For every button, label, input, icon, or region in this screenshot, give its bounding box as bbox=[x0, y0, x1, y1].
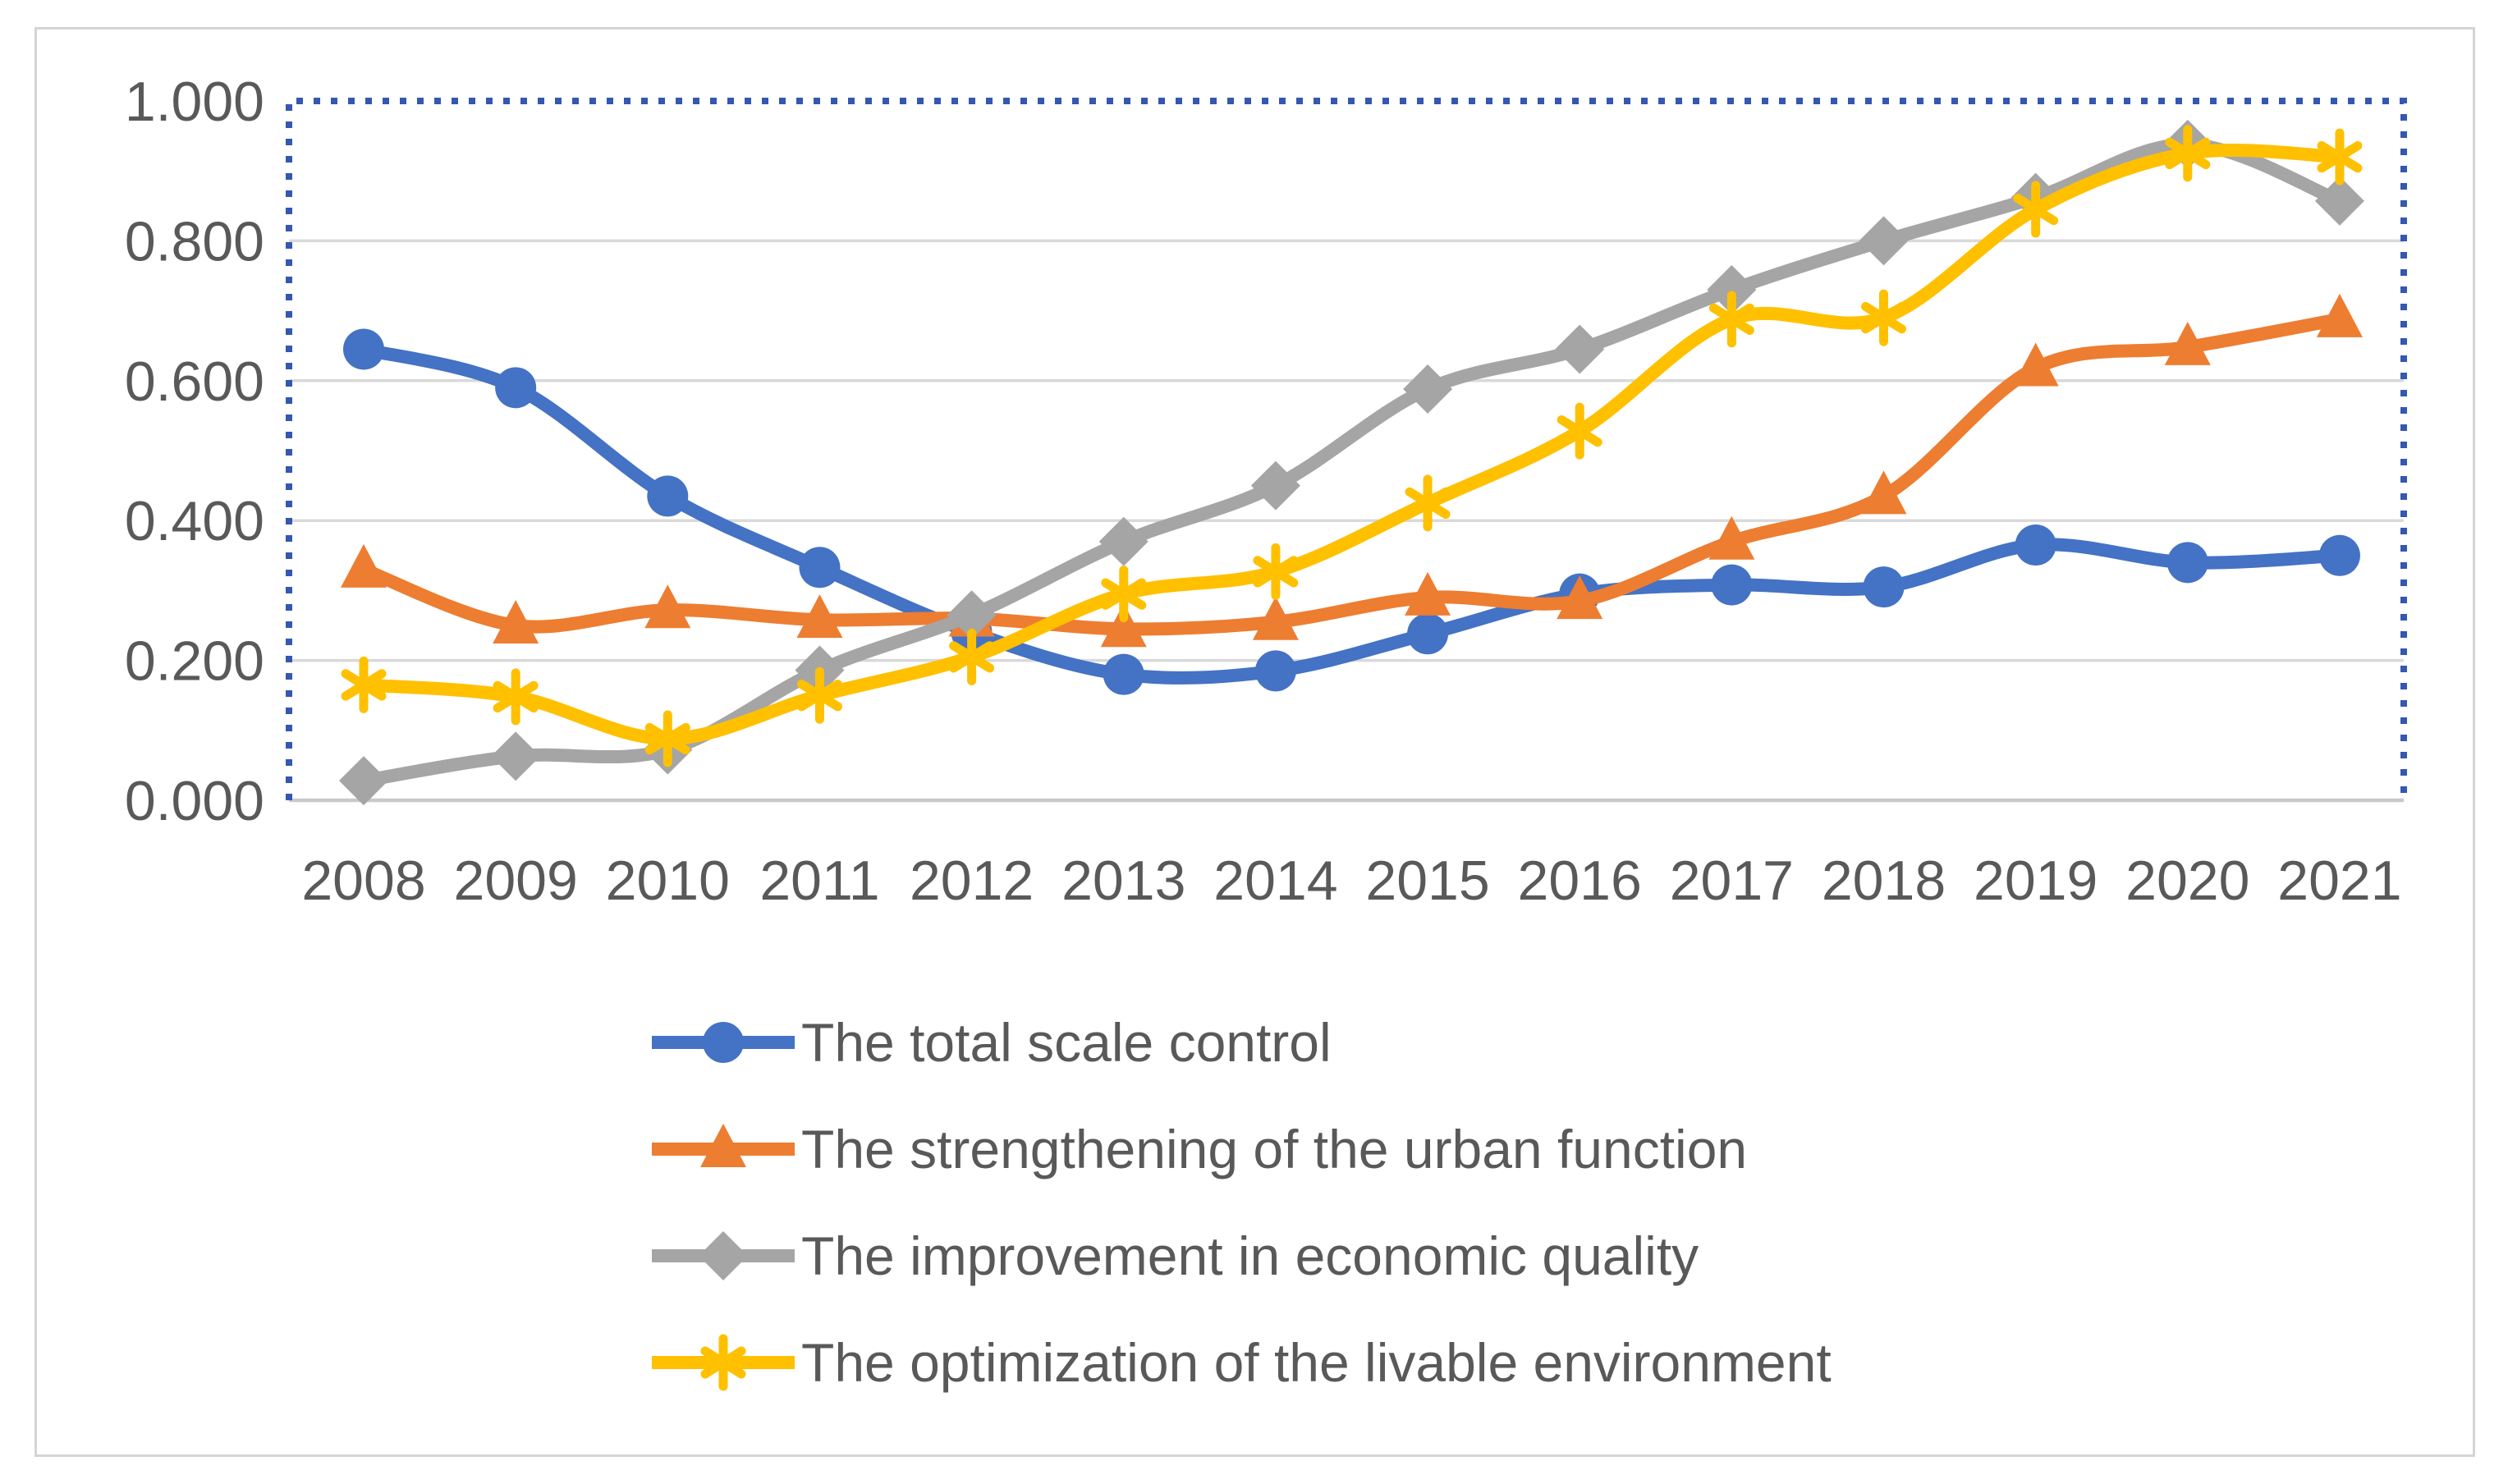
marker-asterisk-2016 bbox=[1557, 402, 1602, 460]
x-tick-label: 2017 bbox=[1670, 850, 1794, 912]
x-tick-label: 2010 bbox=[606, 850, 730, 912]
x-tick-label: 2011 bbox=[759, 850, 879, 912]
marker-asterisk-2018 bbox=[1861, 289, 1906, 346]
legend-label: The optimization of the livable environm… bbox=[801, 1332, 1832, 1393]
marker-triangle-2010 bbox=[644, 584, 691, 629]
marker-circle-2014 bbox=[1254, 650, 1296, 692]
marker-circle-2018 bbox=[1863, 566, 1905, 608]
y-tick-label: 0.600 bbox=[125, 350, 264, 413]
marker-circle-2013 bbox=[1103, 653, 1144, 695]
legend-circle-swatch-icon bbox=[652, 1022, 795, 1063]
legend: The total scale control The strengthening… bbox=[645, 989, 1832, 1416]
marker-circle-2021 bbox=[2318, 534, 2360, 576]
marker-circle-2020 bbox=[2166, 542, 2208, 584]
marker-asterisk-2019 bbox=[2013, 181, 2059, 238]
marker-triangle-2009 bbox=[493, 600, 539, 644]
x-tick-label: 2021 bbox=[2277, 850, 2401, 912]
legend-asterisk-swatch-icon bbox=[652, 1334, 795, 1391]
series-line-1 bbox=[357, 312, 2346, 636]
marker-triangle-2017 bbox=[1708, 515, 1755, 560]
x-tick-label: 2012 bbox=[910, 850, 1034, 912]
legend-triangle-swatch-icon bbox=[652, 1124, 795, 1167]
legend-triangle-marker-icon bbox=[700, 1124, 746, 1167]
marker-asterisk-2012 bbox=[949, 628, 995, 685]
figure-border bbox=[34, 27, 2475, 1457]
legend-item: The strengthening of the urban function bbox=[645, 1096, 1832, 1202]
x-tick-label: 2018 bbox=[1822, 850, 1946, 912]
marker-asterisk-2010 bbox=[644, 710, 690, 767]
legend-diamond-swatch-icon bbox=[652, 1231, 795, 1280]
marker-asterisk-2020 bbox=[2165, 125, 2211, 182]
x-tick-label: 2014 bbox=[1213, 850, 1337, 912]
x-tick-label: 2020 bbox=[2125, 850, 2249, 912]
marker-diamond-2013 bbox=[1098, 516, 1149, 566]
x-tick-label: 2013 bbox=[1061, 850, 1185, 912]
marker-circle-2010 bbox=[647, 475, 689, 517]
marker-asterisk-2008 bbox=[341, 656, 387, 713]
marker-triangle-2018 bbox=[1860, 470, 1907, 515]
marker-circle-2017 bbox=[1711, 564, 1753, 606]
y-tick-label: 0.000 bbox=[125, 770, 264, 832]
marker-diamond-2021 bbox=[2314, 176, 2364, 226]
x-tick-label: 2015 bbox=[1365, 850, 1489, 912]
marker-diamond-2018 bbox=[1859, 216, 1909, 266]
marker-triangle-2011 bbox=[796, 594, 843, 639]
marker-diamond-2012 bbox=[947, 590, 997, 640]
marker-asterisk-2011 bbox=[796, 666, 842, 724]
marker-asterisk-2021 bbox=[2317, 128, 2363, 186]
legend-label: The improvement in economic quality bbox=[801, 1225, 1699, 1286]
marker-triangle-2021 bbox=[2316, 293, 2363, 337]
marker-diamond-2008 bbox=[339, 756, 388, 806]
marker-circle-2015 bbox=[1407, 613, 1449, 655]
marker-asterisk-2009 bbox=[493, 668, 539, 726]
plot-selection-border bbox=[286, 98, 2407, 800]
legend-asterisk-marker-icon bbox=[700, 1334, 746, 1391]
marker-circle-2019 bbox=[2015, 524, 2056, 566]
legend-label: The strengthening of the urban function bbox=[801, 1119, 1748, 1179]
legend-label: The total scale control bbox=[801, 1012, 1332, 1073]
marker-diamond-2009 bbox=[491, 731, 541, 781]
marker-triangle-2016 bbox=[1557, 575, 1603, 620]
marker-diamond-2017 bbox=[1707, 265, 1757, 315]
x-tick-label: 2008 bbox=[301, 850, 425, 912]
marker-asterisk-2017 bbox=[1708, 291, 1754, 348]
y-tick-label: 0.400 bbox=[125, 490, 264, 552]
y-tick-label: 1.000 bbox=[125, 71, 264, 133]
marker-triangle-2019 bbox=[2012, 342, 2059, 387]
x-tick-label: 2016 bbox=[1518, 850, 1642, 912]
marker-circle-2008 bbox=[343, 328, 384, 370]
marker-asterisk-2014 bbox=[1253, 543, 1299, 600]
x-tick-label: 2009 bbox=[454, 850, 578, 912]
marker-diamond-2014 bbox=[1250, 460, 1300, 511]
legend-diamond-marker-icon bbox=[699, 1231, 748, 1280]
marker-triangle-2013 bbox=[1100, 603, 1147, 648]
marker-triangle-2015 bbox=[1405, 571, 1451, 616]
marker-circle-2009 bbox=[495, 367, 537, 409]
marker-triangle-2008 bbox=[341, 543, 387, 588]
marker-circle-2011 bbox=[799, 547, 841, 589]
x-tick-label: 2019 bbox=[1974, 850, 2098, 912]
legend-circle-marker-icon bbox=[703, 1022, 744, 1063]
marker-asterisk-2015 bbox=[1405, 474, 1451, 532]
marker-diamond-2015 bbox=[1403, 364, 1453, 415]
marker-diamond-2016 bbox=[1555, 324, 1605, 374]
y-tick-label: 0.200 bbox=[125, 630, 264, 693]
marker-triangle-2014 bbox=[1252, 596, 1299, 640]
y-tick-label: 0.800 bbox=[125, 210, 264, 273]
marker-asterisk-2013 bbox=[1101, 566, 1147, 623]
legend-item: The improvement in economic quality bbox=[645, 1202, 1832, 1309]
legend-item: The total scale control bbox=[645, 989, 1832, 1096]
marker-triangle-2020 bbox=[2164, 321, 2211, 365]
legend-item: The optimization of the livable environm… bbox=[645, 1309, 1832, 1416]
series-line-3 bbox=[357, 143, 2346, 746]
